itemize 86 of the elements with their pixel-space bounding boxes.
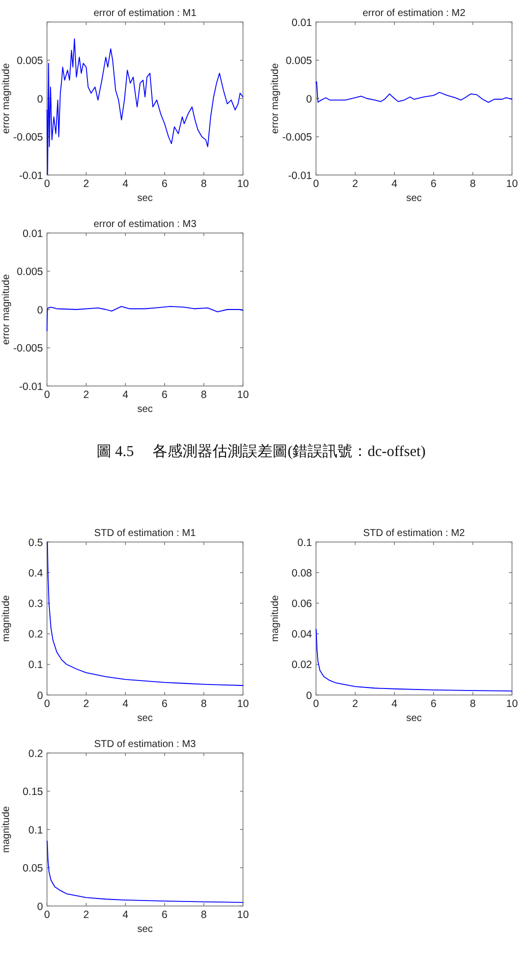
x-tick-label: 10	[237, 909, 249, 921]
y-tick-label: -0.005	[13, 132, 44, 144]
y-tick-label: 0.005	[16, 266, 44, 278]
chart-title: STD of estimation : M3	[94, 739, 196, 750]
y-tick-label: -0.01	[19, 170, 44, 182]
line-series	[316, 81, 512, 103]
x-axis-title: sec	[406, 193, 422, 204]
y-axis-title: magnitude	[270, 594, 281, 642]
y-tick-label: 0	[37, 93, 44, 106]
y-axis-title: error magnitude	[1, 274, 12, 345]
y-tick-label: 0.08	[292, 567, 312, 580]
x-axis-title: sec	[137, 924, 153, 935]
y-tick-label: 0.1	[28, 824, 44, 836]
y-tick-label: -0.005	[13, 342, 44, 355]
y-axis-title: error magnitude	[270, 62, 281, 134]
y-tick-label: 0.1	[297, 536, 312, 549]
x-tick-label: 4	[122, 389, 128, 401]
y-tick-label: 0.1	[28, 659, 44, 672]
y-tick-label: 0.04	[292, 628, 312, 641]
y-tick-label: 0.005	[286, 55, 312, 68]
x-tick-label: 4	[122, 698, 128, 710]
y-tick-label: 0.01	[22, 228, 44, 240]
chart-title: error of estimation : M1	[94, 8, 197, 19]
y-tick-label: 0.005	[16, 55, 44, 68]
x-tick-label: 8	[200, 909, 207, 921]
y-tick-label: -0.005	[282, 132, 312, 144]
x-tick-label: 2	[83, 389, 90, 401]
x-tick-label: 10	[506, 698, 518, 710]
y-tick-label: 0	[306, 690, 312, 702]
y-tick-label: 0	[37, 690, 44, 702]
x-tick-label: 10	[237, 389, 249, 401]
x-tick-label: 6	[430, 698, 437, 710]
x-tick-label: 2	[352, 178, 358, 190]
line-series	[46, 840, 244, 903]
y-tick-label: 0.2	[28, 748, 44, 760]
y-tick-label: 0	[37, 900, 44, 913]
x-tick-label: 4	[391, 698, 398, 710]
y-tick-label: 0.06	[292, 598, 312, 610]
chart-title: STD of estimation : M2	[363, 528, 466, 539]
line-series	[316, 628, 512, 692]
y-tick-label: -0.01	[19, 380, 44, 393]
x-tick-label: 8	[200, 178, 207, 190]
x-tick-label: 10	[506, 178, 518, 190]
y-tick-label: 0.5	[28, 536, 44, 549]
x-tick-label: 6	[430, 178, 437, 190]
line-series	[46, 38, 244, 175]
x-axis-title: sec	[406, 713, 422, 724]
y-tick-label: 0.05	[22, 862, 44, 875]
x-axis-title: sec	[137, 404, 153, 415]
y-tick-label: 0.3	[28, 598, 44, 610]
x-tick-label: 2	[83, 178, 90, 190]
x-tick-label: 6	[162, 178, 168, 190]
y-tick-label: 0.02	[292, 659, 312, 672]
y-tick-label: -0.01	[288, 170, 312, 182]
x-tick-label: 10	[237, 178, 249, 190]
y-tick-label: 0.15	[22, 786, 44, 798]
y-tick-label: 0	[37, 304, 44, 316]
line-series	[46, 306, 244, 332]
x-tick-label: 2	[83, 909, 90, 921]
y-tick-label: 0.2	[28, 628, 44, 641]
chart-title: STD of estimation : M1	[94, 528, 196, 539]
x-tick-label: 8	[200, 698, 207, 710]
chart-title: error of estimation : M2	[362, 8, 466, 19]
x-tick-label: 4	[122, 909, 128, 921]
x-tick-label: 8	[470, 178, 476, 190]
caption: 圖 4.5 各感測器估測誤差圖(錯誤訊號：dc-offset)	[96, 443, 426, 460]
y-tick-label: 0.01	[292, 16, 312, 29]
y-axis-title: error magnitude	[1, 62, 12, 134]
line-series	[46, 542, 244, 686]
chart-title: error of estimation : M3	[94, 219, 197, 230]
x-axis-title: sec	[137, 193, 153, 204]
x-tick-label: 6	[162, 698, 168, 710]
x-tick-label: 2	[83, 698, 90, 710]
x-tick-label: 4	[391, 178, 398, 190]
x-tick-label: 6	[162, 389, 168, 401]
x-tick-label: 10	[237, 698, 249, 710]
x-tick-label: 6	[162, 909, 168, 921]
x-tick-label: 4	[122, 178, 128, 190]
y-tick-label: 0	[306, 93, 312, 106]
y-tick-label: 0.4	[28, 567, 44, 580]
x-tick-label: 8	[470, 698, 476, 710]
x-tick-label: 8	[200, 389, 207, 401]
y-axis-title: magnitude	[1, 806, 12, 853]
x-axis-title: sec	[137, 713, 153, 724]
x-tick-label: 2	[352, 698, 358, 710]
y-axis-title: magnitude	[1, 594, 12, 642]
